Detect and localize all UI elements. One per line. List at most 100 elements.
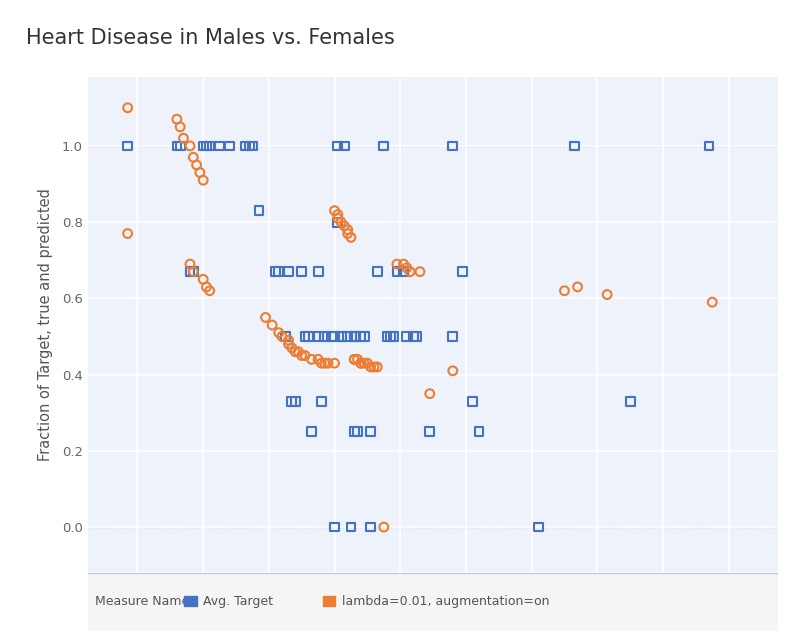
Point — [447, 366, 460, 376]
Point — [184, 267, 196, 277]
Point — [286, 396, 298, 406]
Point — [289, 346, 302, 357]
Point — [292, 346, 305, 357]
Point — [289, 396, 302, 406]
Point — [196, 274, 209, 285]
Point — [193, 167, 206, 178]
Point — [318, 358, 331, 368]
Point — [378, 522, 391, 532]
Point — [348, 426, 361, 437]
Point — [325, 331, 338, 341]
Point — [447, 331, 460, 341]
Point — [171, 141, 184, 151]
Point — [706, 297, 719, 307]
Point — [240, 141, 253, 151]
Point — [295, 267, 308, 277]
Point — [345, 232, 358, 243]
Point — [364, 522, 377, 532]
Point — [397, 259, 410, 269]
Point — [624, 396, 637, 406]
Point — [282, 335, 295, 345]
Point — [200, 141, 213, 151]
Point — [348, 331, 361, 341]
Point — [174, 141, 187, 151]
Point — [312, 331, 325, 341]
Point — [187, 152, 200, 162]
Point — [358, 331, 371, 341]
Point — [400, 263, 413, 273]
Point — [411, 331, 423, 341]
Point — [187, 267, 200, 277]
Point — [315, 358, 328, 368]
Point — [318, 331, 331, 341]
Point — [348, 354, 361, 365]
Point — [196, 141, 209, 151]
Point — [177, 133, 190, 144]
Point — [328, 205, 341, 216]
Point — [295, 350, 308, 361]
Point — [223, 141, 236, 151]
Point — [282, 339, 295, 349]
Point — [269, 267, 282, 277]
Point — [302, 331, 314, 341]
Point — [351, 354, 364, 365]
Point — [466, 396, 479, 406]
Point — [364, 362, 377, 372]
Point — [276, 331, 289, 341]
Point — [345, 522, 358, 532]
Point — [348, 354, 361, 365]
Point — [361, 358, 374, 368]
Point — [265, 320, 278, 330]
Point — [703, 141, 715, 151]
Point — [273, 267, 286, 277]
Point — [315, 396, 328, 406]
Point — [601, 289, 614, 299]
Point — [213, 141, 226, 151]
Point — [328, 522, 341, 532]
Point — [334, 331, 347, 341]
Point — [305, 354, 318, 365]
Point — [423, 388, 436, 399]
Point — [253, 205, 265, 216]
Point — [282, 267, 295, 277]
Point — [364, 426, 377, 437]
Point — [298, 350, 311, 361]
Point — [334, 331, 347, 341]
Point — [354, 358, 367, 368]
Point — [196, 175, 209, 185]
Point — [184, 259, 196, 269]
Point — [273, 328, 286, 338]
Point — [338, 221, 350, 231]
X-axis label: Average Cholesterol: Average Cholesterol — [359, 600, 507, 615]
Point — [246, 141, 259, 151]
Point — [342, 229, 354, 239]
Point — [351, 426, 364, 437]
Point — [187, 267, 200, 277]
Point — [331, 209, 344, 220]
Point — [171, 114, 184, 124]
Point — [371, 362, 383, 372]
Point — [342, 225, 354, 235]
Point — [391, 259, 403, 269]
Point — [400, 331, 413, 341]
Point — [367, 362, 380, 372]
Point — [174, 122, 187, 132]
Point — [423, 426, 436, 437]
Point — [279, 331, 292, 341]
Point — [532, 522, 545, 532]
Point — [121, 102, 134, 113]
Point — [348, 331, 361, 341]
Point — [312, 267, 325, 277]
Point — [305, 426, 318, 437]
Point — [342, 331, 354, 341]
Point — [184, 141, 196, 151]
Point — [298, 331, 311, 341]
Point — [312, 354, 325, 365]
Point — [391, 267, 403, 277]
Point — [243, 141, 256, 151]
Point — [190, 160, 203, 170]
Point — [371, 267, 383, 277]
Point — [121, 229, 134, 239]
Point — [204, 285, 217, 296]
Point — [414, 267, 427, 277]
